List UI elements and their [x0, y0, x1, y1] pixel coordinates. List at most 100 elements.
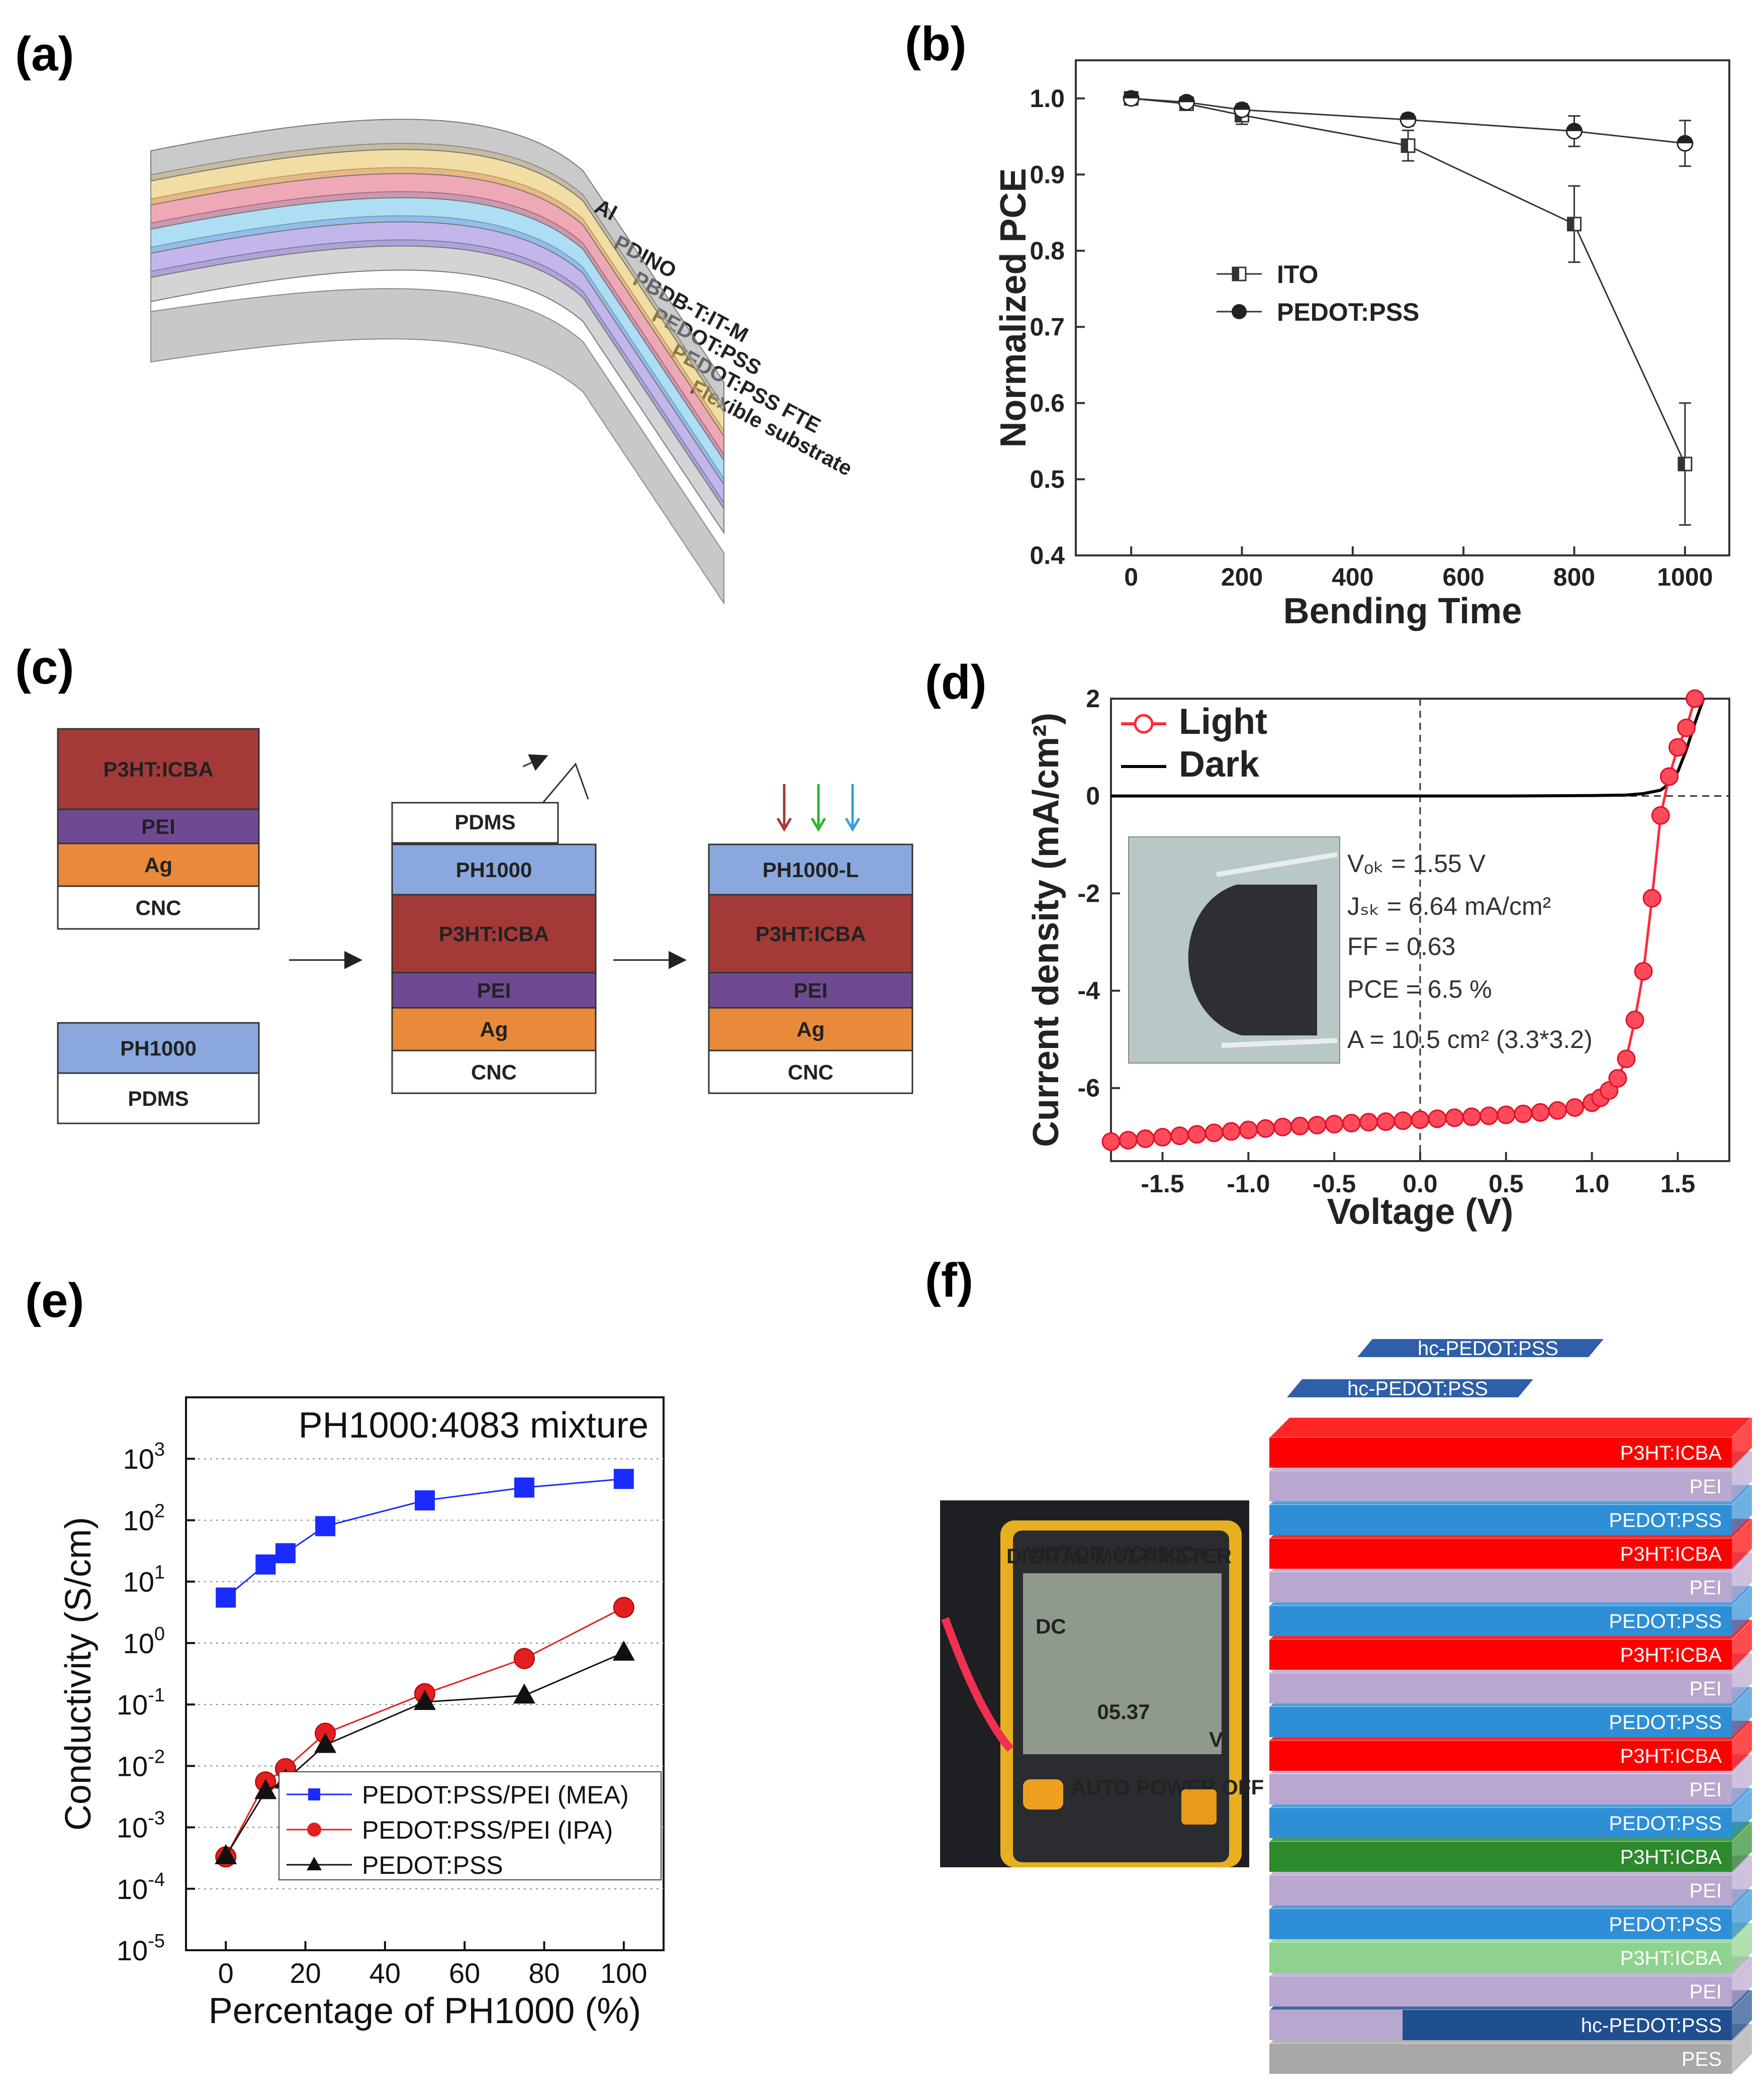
- layer-side-face: [1732, 1417, 1752, 1468]
- layer-side-face: [1732, 1518, 1752, 1569]
- layer-front-face: [1269, 1909, 1732, 1939]
- x-axis-label: Percentage of PH1000 (%): [209, 1991, 641, 2031]
- x-tick-label: 400: [1332, 563, 1373, 591]
- panel-e-chart: (e) 103 102 101 100 10-1 10-2 10-3 10-4 10-5 0 20 4…: [25, 1274, 665, 2031]
- y-axis-label: Current density (mA/cm²): [1026, 713, 1066, 1147]
- legend-entry-dark: Dark: [1179, 744, 1260, 785]
- light-point: [1308, 1115, 1327, 1134]
- x-tick-label: 1000: [1657, 563, 1713, 591]
- layer-front-face: [1269, 1572, 1732, 1602]
- y-tick-label: 0.9: [1030, 160, 1065, 188]
- x-tick-label: 40: [369, 1957, 401, 1989]
- pedot-point: [612, 1640, 635, 1661]
- light-point: [1204, 1123, 1224, 1142]
- light-point: [1101, 1132, 1121, 1151]
- series-line: [1131, 98, 1686, 144]
- top-electrode-label: hc-PEDOT:PSS: [1347, 1378, 1488, 1400]
- stack2-label: PDMS: [128, 1087, 189, 1110]
- legend-marker-half: [1233, 267, 1239, 280]
- light-point: [1531, 1103, 1550, 1122]
- light-point: [1625, 1010, 1644, 1029]
- layer-side-face: [1732, 1855, 1752, 1905]
- y-tick-label: 2: [1086, 685, 1100, 713]
- light-point: [1411, 1110, 1430, 1129]
- plot-frame: [1075, 59, 1730, 556]
- pedot-point-half: [1179, 94, 1194, 103]
- y-tick-label: 10-3: [117, 1808, 165, 1844]
- x-tick-label: 80: [528, 1957, 560, 1989]
- x-tick-label: 20: [290, 1957, 321, 1989]
- light-point: [1256, 1119, 1275, 1138]
- x-tick-label: 1.0: [1574, 1170, 1610, 1198]
- legend-entry: PEDOT:PSS/PEI (IPA): [362, 1816, 613, 1844]
- y-tick-label: 10-1: [117, 1685, 165, 1721]
- light-point: [1394, 1111, 1413, 1130]
- layer-label: P3HT:ICBA: [1620, 1846, 1722, 1868]
- mea-point: [514, 1477, 534, 1498]
- light-point: [1659, 767, 1679, 786]
- peel-arrow: [522, 754, 548, 771]
- tweezer-top: [1216, 852, 1338, 877]
- pedot-point: [314, 1733, 337, 1753]
- meter-brand: VICTOR: [1026, 1542, 1105, 1565]
- top-electrode: [1357, 1339, 1604, 1357]
- pedot-point-half: [1566, 123, 1582, 131]
- mea-point: [415, 1490, 435, 1511]
- x-tick-label: 100: [600, 1957, 647, 1989]
- layer-front-face: [1269, 1438, 1732, 1468]
- light-arrow-head: [845, 817, 861, 832]
- light-point: [1634, 962, 1653, 981]
- y-tick-label: 0.5: [1030, 465, 1065, 493]
- stack3-layer: [391, 894, 597, 974]
- ito-point-half: [1402, 139, 1409, 152]
- x-tick-label: 0: [1124, 563, 1138, 591]
- pedot-point-half: [1124, 90, 1139, 99]
- stack2-layer: [57, 1022, 260, 1074]
- legend-marker: [307, 1857, 322, 1870]
- meter-lcd: [1023, 1573, 1222, 1754]
- panel-b-label: (b): [905, 17, 967, 71]
- layer-label: PEI: [1690, 1678, 1722, 1700]
- light-point: [1617, 1050, 1636, 1069]
- y-axis-label: Conductivity (S/cm): [58, 1517, 99, 1831]
- stack4-layer: [708, 1050, 913, 1094]
- legend-marker: [1232, 304, 1247, 319]
- layer-front-face: [1269, 1808, 1732, 1838]
- y-tick-label: -2: [1078, 879, 1100, 907]
- top-electrode: [1287, 1379, 1533, 1397]
- series-line: [1131, 98, 1686, 464]
- meter-button: [1023, 1779, 1063, 1809]
- legend-box: [278, 1771, 662, 1880]
- stack3-layer: [391, 1007, 597, 1052]
- layer-front-face: [1269, 1875, 1732, 1905]
- x-tick-label: 60: [449, 1957, 480, 1989]
- pedot-point: [513, 1683, 535, 1704]
- layer-front-face: [1269, 1774, 1732, 1804]
- light-point: [1686, 689, 1705, 708]
- substrate-block: [150, 288, 724, 605]
- y-tick-label: 101: [123, 1562, 165, 1598]
- stack3-label: Ag: [480, 1018, 508, 1041]
- y-tick-label: 0.6: [1030, 389, 1065, 417]
- y-tick-label: 0: [1086, 782, 1100, 810]
- layer-label: PEDOT:PSS: [1609, 1610, 1722, 1633]
- mea-point: [255, 1554, 276, 1575]
- x-tick-label: 200: [1221, 563, 1263, 591]
- y-tick-label: 10-4: [117, 1869, 165, 1905]
- light-point: [1642, 889, 1661, 908]
- panel-f-tandem-stack: (f) VICTOR VC890C+DIGITAL MULTIMETER DC 05.…: [925, 1254, 1753, 2074]
- y-tick-label: 0.4: [1030, 541, 1065, 569]
- meter-model: VC890C+: [1116, 1542, 1208, 1565]
- legend-entry: PEDOT:PSS: [362, 1851, 503, 1879]
- layer-side-face: [1732, 1822, 1752, 1872]
- y-tick-label: 102: [123, 1500, 165, 1536]
- meter-auto-power: AUTO POWER OFF: [1071, 1775, 1264, 1799]
- light-point: [1290, 1116, 1310, 1135]
- layer-label: P3HT:ICBA: [1620, 1543, 1722, 1565]
- y-tick-label: 10-5: [117, 1931, 165, 1966]
- stack4-label: Ag: [797, 1018, 825, 1041]
- layer-label: PEI: [1690, 1779, 1722, 1801]
- x-tick-label: 1.5: [1660, 1170, 1696, 1198]
